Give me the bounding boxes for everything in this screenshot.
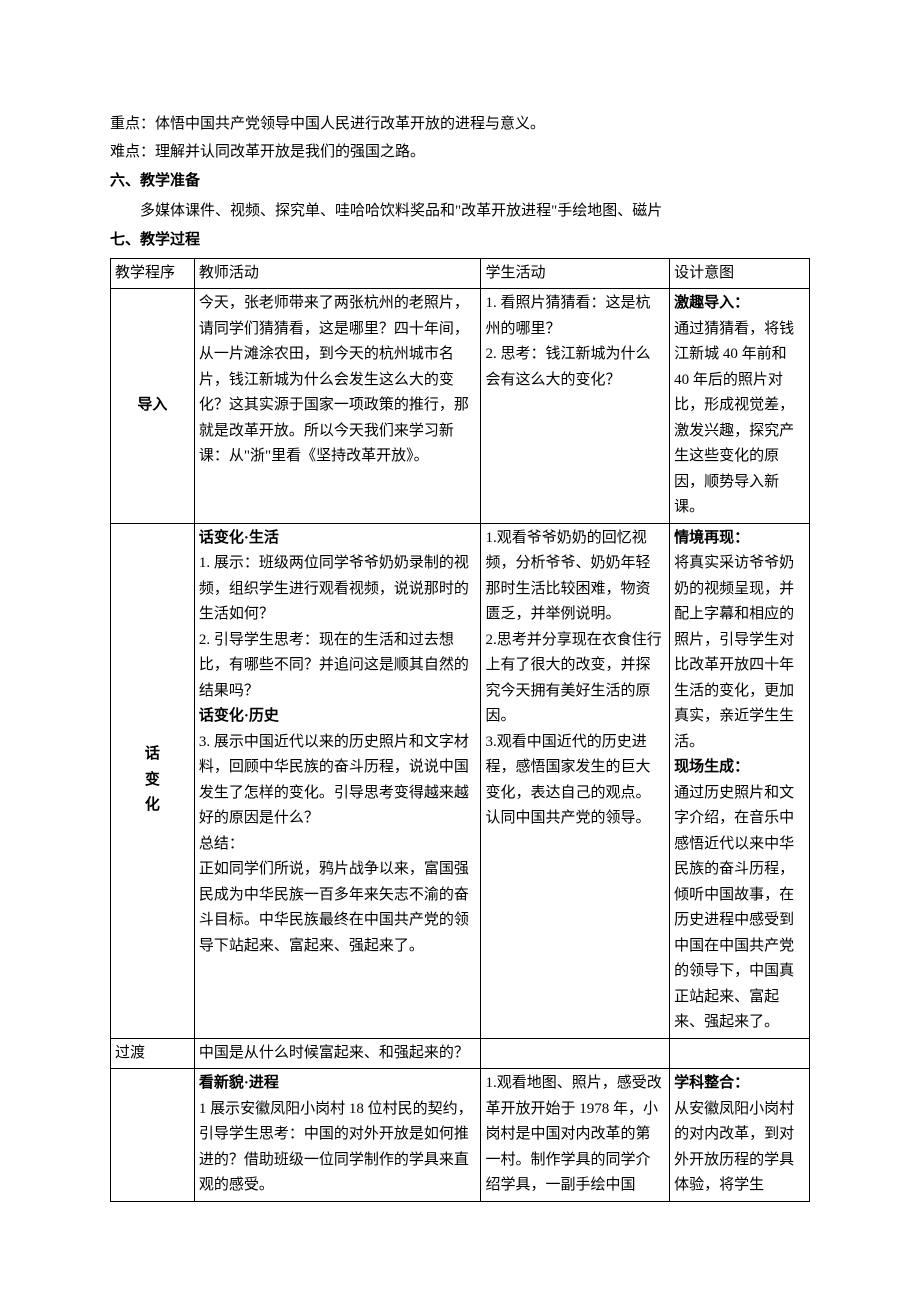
- row2-teacher-d: 总结：: [199, 832, 477, 858]
- row4-teacher-text: 1 展示安徽凤阳小岗村 18 位村民的契约，引导学生思考：中国的对外开放是如何推…: [199, 1097, 477, 1199]
- row4-intent-t: 学科整合：: [674, 1071, 805, 1097]
- row1-intent-title: 激趣导入：: [674, 291, 805, 317]
- row2-intent-t2: 现场生成：: [674, 755, 805, 781]
- th-program: 教学程序: [111, 258, 195, 289]
- row2-teacher-a: 1. 展示：班级两位同学爷爷奶奶录制的视频，组织学生进行观看视频，说说那时的生活…: [199, 551, 477, 628]
- row1-student-b: 2. 思考：钱江新城为什么会有这么大的变化？: [485, 342, 665, 393]
- teaching-process-table: 教学程序 教师活动 学生活动 设计意图 导入 今天，张老师带来了两张杭州的老照片…: [110, 258, 810, 1202]
- row2-teacher-b: 2. 引导学生思考：现在的生活和过去想比，有哪些不同？并追问这是顺其自然的结果吗…: [199, 628, 477, 705]
- row3-student: [481, 1038, 670, 1069]
- row4-intent-text: 从安徽凤阳小岗村的对内改革，到对外开放历程的学具体验，将学生: [674, 1097, 805, 1199]
- row4-teacher: 看新貌·进程 1 展示安徽凤阳小岗村 18 位村民的契约，引导学生思考：中国的对…: [194, 1069, 481, 1202]
- row1-teacher: 今天，张老师带来了两张杭州的老照片，请同学们猜猜看，这是哪里？四十年间，从一片滩…: [194, 289, 481, 524]
- table-row: 看新貌·进程 1 展示安徽凤阳小岗村 18 位村民的契约，引导学生思考：中国的对…: [111, 1069, 810, 1202]
- heading-6: 六、教学准备: [110, 169, 810, 195]
- row1-teacher-text: 今天，张老师带来了两张杭州的老照片，请同学们猜猜看，这是哪里？四十年间，从一片滩…: [199, 295, 469, 464]
- row1-program: 导入: [111, 289, 195, 524]
- row1-student-a: 1. 看照片猜猜看：这是杭州的哪里？: [485, 291, 665, 342]
- table-row: 导入 今天，张老师带来了两张杭州的老照片，请同学们猜猜看，这是哪里？四十年间，从…: [111, 289, 810, 524]
- row2-teacher-c: 3. 展示中国近代以来的历史照片和文字材料，回顾中华民族的奋斗历程，说说中国发生…: [199, 730, 477, 832]
- row2-student: 1.观看爷爷奶奶的回忆视频，分析爷爷、奶奶年轻那时生活比较困难，物资匮乏，并举例…: [481, 523, 670, 1038]
- table-header-row: 教学程序 教师活动 学生活动 设计意图: [111, 258, 810, 289]
- row2-program-a: 话: [115, 742, 190, 768]
- difficulty-line: 难点：理解并认同改革开放是我们的强国之路。: [110, 140, 810, 166]
- th-teacher: 教师活动: [194, 258, 481, 289]
- row2-program-b: 变: [115, 768, 190, 794]
- keypoint-line: 重点：体悟中国共产党领导中国人民进行改革开放的进程与意义。: [110, 112, 810, 138]
- row2-teacher-t2: 话变化·历史: [199, 704, 477, 730]
- row3-program: 过渡: [111, 1038, 195, 1069]
- row2-intent-t1: 情境再现：: [674, 526, 805, 552]
- row2-program-c: 化: [115, 793, 190, 819]
- table-row: 话 变 化 话变化·生活 1. 展示：班级两位同学爷爷奶奶录制的视频，组织学生进…: [111, 523, 810, 1038]
- row2-student-a: 1.观看爷爷奶奶的回忆视频，分析爷爷、奶奶年轻那时生活比较困难，物资匮乏，并举例…: [485, 526, 665, 628]
- th-intent: 设计意图: [670, 258, 810, 289]
- row2-teacher-e: 正如同学们所说，鸦片战争以来，富国强民成为中华民族一百多年来矢志不渝的奋斗目标。…: [199, 857, 477, 959]
- row4-student: 1.观看地图、照片，感受改革开放开始于 1978 年，小岗村是中国对内改革的第一…: [481, 1069, 670, 1202]
- prep-line: 多媒体课件、视频、探究单、哇哈哈饮料奖品和"改革开放进程"手绘地图、磁片: [110, 199, 810, 225]
- row1-intent: 激趣导入： 通过猜猜看，将钱江新城 40 年前和 40 年后的照片对比，形成视觉…: [670, 289, 810, 524]
- row2-intent-b: 通过历史照片和文字介绍，在音乐中感悟近代以来中华民族的奋斗历程，倾听中国故事，在…: [674, 781, 805, 1036]
- pre-table-block: 重点：体悟中国共产党领导中国人民进行改革开放的进程与意义。 难点：理解并认同改革…: [110, 112, 810, 254]
- row4-program: [111, 1069, 195, 1202]
- row4-intent: 学科整合： 从安徽凤阳小岗村的对内改革，到对外开放历程的学具体验，将学生: [670, 1069, 810, 1202]
- row2-teacher-t1: 话变化·生活: [199, 526, 477, 552]
- row3-teacher: 中国是从什么时候富起来、和强起来的？: [194, 1038, 481, 1069]
- table-row: 过渡 中国是从什么时候富起来、和强起来的？: [111, 1038, 810, 1069]
- row2-intent-a: 将真实采访爷爷奶奶的视频呈现，并配上字幕和相应的照片，引导学生对比改革开放四十年…: [674, 551, 805, 755]
- page-root: 重点：体悟中国共产党领导中国人民进行改革开放的进程与意义。 难点：理解并认同改革…: [0, 0, 920, 1262]
- heading-7: 七、教学过程: [110, 228, 810, 254]
- row1-student: 1. 看照片猜猜看：这是杭州的哪里？ 2. 思考：钱江新城为什么会有这么大的变化…: [481, 289, 670, 524]
- row4-teacher-t: 看新貌·进程: [199, 1071, 477, 1097]
- row2-program: 话 变 化: [111, 523, 195, 1038]
- row3-intent: [670, 1038, 810, 1069]
- th-student: 学生活动: [481, 258, 670, 289]
- row2-intent: 情境再现： 将真实采访爷爷奶奶的视频呈现，并配上字幕和相应的照片，引导学生对比改…: [670, 523, 810, 1038]
- row2-student-c: 3.观看中国近代的历史进程，感悟国家发生的巨大变化，表达自己的观点。认同中国共产…: [485, 730, 665, 832]
- row2-teacher: 话变化·生活 1. 展示：班级两位同学爷爷奶奶录制的视频，组织学生进行观看视频，…: [194, 523, 481, 1038]
- row2-student-b: 2.思考并分享现在衣食住行上有了很大的改变，并探究今天拥有美好生活的原因。: [485, 628, 665, 730]
- row1-intent-text: 通过猜猜看，将钱江新城 40 年前和 40 年后的照片对比，形成视觉差，激发兴趣…: [674, 317, 805, 521]
